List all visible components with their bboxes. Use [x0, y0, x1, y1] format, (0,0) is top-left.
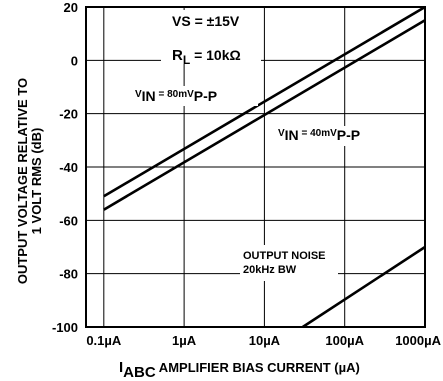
y-axis-title-line1: OUTPUT VOLTAGE RELATIVE TO	[15, 78, 30, 284]
x-axis-title-text: AMPLIFIER BIAS CURRENT (µA)	[156, 360, 360, 375]
y-tick-label: -60	[59, 213, 78, 228]
vin80-label-mid: = 80mV	[156, 89, 194, 100]
vs-label: VS = ±15V	[172, 13, 240, 29]
vin80-label: VIN = 80mVP-P	[135, 88, 217, 104]
y-tick-label: 20	[64, 0, 78, 15]
vin40-label-mid: = 40mV	[299, 128, 337, 139]
vin40-label-sub: IN	[285, 127, 299, 143]
series-line-1	[103, 5, 426, 198]
x-axis-title-subscript: ABC	[123, 364, 156, 381]
y-tick-label: 0	[71, 53, 78, 68]
rl-label-rest: = 10kΩ	[190, 47, 241, 63]
x-tick-label: 100µA	[325, 333, 364, 348]
noise-label-line2: 20kHz BW	[243, 264, 297, 276]
y-tick-label: -20	[59, 107, 78, 122]
rl-label-sub: L	[183, 53, 190, 67]
noise-label-line1: OUTPUT NOISE	[243, 250, 326, 262]
x-tick-label: 1µA	[172, 333, 197, 348]
y-axis-title-line2: 1 VOLT RMS (dB)	[29, 128, 44, 235]
x-tick-label: 0.1µA	[86, 333, 122, 348]
x-tick-label: 10µA	[249, 333, 281, 348]
series-line-3	[301, 245, 426, 329]
x-tick-label: 1000µA	[395, 333, 441, 348]
rl-label-main: R	[172, 47, 183, 64]
vin40-label: VIN = 40mVP-P	[278, 127, 360, 143]
annotations: VS = ±15V RL = 10kΩ VIN = 80mVP-P VIN = …	[132, 10, 407, 281]
vs-label-background	[161, 10, 261, 64]
x-tick-labels: 0.1µA 1µA 10µA 100µA 1000µA	[86, 333, 441, 348]
y-tick-label: -80	[59, 267, 78, 282]
vin40-label-end: P-P	[337, 127, 360, 143]
y-tick-labels: 20 0 -20 -40 -60 -80 -100	[52, 0, 78, 335]
x-axis-title: IABC AMPLIFIER BIAS CURRENT (µA)	[119, 359, 360, 381]
vin80-label-sub: IN	[142, 88, 156, 104]
noise-label-background	[240, 245, 338, 281]
vin40-label-background	[275, 126, 407, 146]
vin80-label-main: V	[135, 89, 142, 100]
plot-frame	[85, 6, 426, 328]
series-lines	[103, 5, 426, 329]
y-tick-label: -40	[59, 160, 78, 175]
rl-label: RL = 10kΩ	[172, 47, 241, 67]
vin80-label-end: P-P	[194, 88, 217, 104]
series-line-2	[103, 19, 426, 211]
y-axis-title: OUTPUT VOLTAGE RELATIVE TO 1 VOLT RMS (d…	[15, 78, 44, 284]
vin80-label-background	[132, 86, 258, 106]
vin40-label-main: V	[278, 128, 285, 139]
y-tick-label: -100	[52, 320, 78, 335]
x-axis-title-symbol: I	[119, 359, 123, 376]
